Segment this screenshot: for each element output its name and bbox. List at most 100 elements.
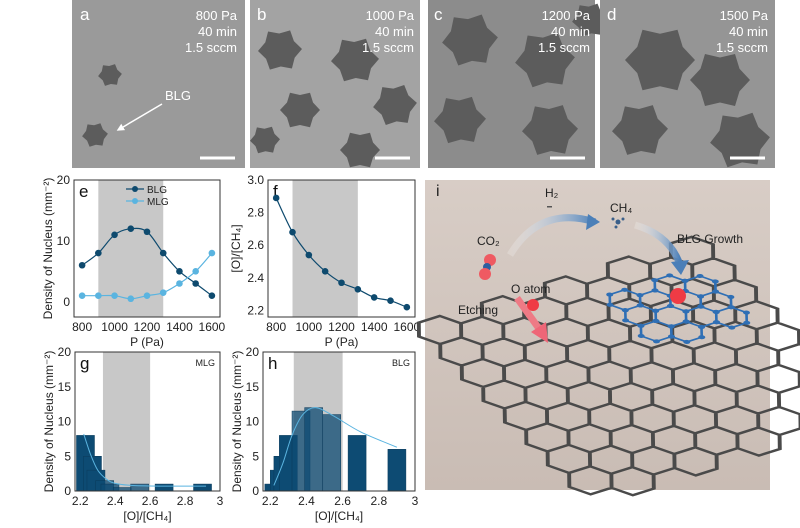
- y-tick-label: 0: [252, 484, 259, 498]
- blg-atom: [637, 333, 645, 339]
- y-axis-label: Density of Nucleus (mm⁻²): [41, 178, 55, 320]
- schematic-background: [425, 180, 770, 490]
- data-point: [192, 280, 199, 287]
- x-tick-label: 2.8: [177, 494, 194, 508]
- y-tick-label: 20: [246, 345, 260, 359]
- blg-growth-label: BLG Growth: [677, 232, 743, 246]
- ch4-label: CH₄: [610, 201, 632, 215]
- data-point: [143, 292, 151, 299]
- x-tick-label: 2.6: [334, 494, 351, 508]
- x-axis-label: [O]/[CH₄]: [315, 509, 363, 523]
- blg-atom: [651, 288, 659, 293]
- shaded-region: [102, 352, 151, 491]
- y-tick-label: 10: [246, 415, 260, 429]
- h2-label: H₂: [545, 186, 559, 200]
- y-tick-label: 10: [57, 234, 71, 248]
- graphene-lattice: [416, 235, 800, 497]
- legend-label: BLG: [147, 185, 167, 196]
- blg-atom: [697, 294, 705, 299]
- y-tick-label: 2.8: [247, 206, 264, 220]
- panel-letter-e: e: [79, 182, 88, 201]
- blg-atom: [651, 278, 659, 283]
- flow-label-b: 1.5 sccm: [362, 40, 414, 55]
- x-tick-label: 3: [412, 494, 419, 508]
- shaded-region: [98, 180, 164, 317]
- chart-e: 800 1000 1200 1400 1600 0 10 20 P (Pa) Density of…: [41, 173, 226, 349]
- x-tick-label: 2.8: [370, 494, 387, 508]
- y-tick-label: 3.0: [247, 173, 264, 187]
- fit-curve: [273, 407, 398, 486]
- graphene-flake: [258, 30, 302, 70]
- blg-atom: [652, 308, 660, 313]
- data-point: [403, 303, 411, 311]
- x-tick-label: 2.6: [142, 494, 159, 508]
- blg-annotation: BLG: [165, 88, 191, 103]
- x-axis-label: [O]/[CH₄]: [123, 509, 171, 523]
- graphene-hexagons: [416, 235, 800, 497]
- blg-atom: [711, 279, 719, 284]
- blg-atom: [681, 278, 689, 283]
- y-tick-label: 5: [252, 449, 259, 463]
- data-point: [78, 292, 86, 299]
- blg-atom: [727, 294, 735, 300]
- growth-arrowhead: [671, 260, 689, 275]
- plot-frame: [262, 351, 416, 492]
- graphene-flake: [373, 85, 417, 125]
- blg-atom: [682, 309, 690, 314]
- blg-atom: [636, 303, 644, 308]
- ch4-molecule-icon: [611, 217, 625, 229]
- panel-letter-g: g: [80, 354, 89, 373]
- blg-atom: [636, 293, 644, 298]
- data-point: [78, 261, 86, 269]
- blg-atom: [652, 318, 660, 324]
- y-tick-label: 2.2: [247, 303, 264, 317]
- blg-atom: [683, 339, 691, 345]
- blg-atom: [696, 273, 704, 279]
- data-point: [159, 249, 167, 257]
- graphene-flake: [442, 14, 498, 66]
- blg-nucleus-lattice: [606, 273, 751, 345]
- histogram-bar: [322, 414, 342, 492]
- blg-atom: [652, 339, 660, 344]
- histogram-bar: [193, 483, 212, 492]
- blg-atom: [742, 310, 750, 315]
- o-atom-on-blg-icon: [670, 288, 686, 304]
- graphene-flake: [690, 54, 750, 106]
- y-tick-label: 2.6: [247, 238, 264, 252]
- x-tick-label: 800: [72, 320, 92, 334]
- co2-molecule-icon: [479, 254, 496, 280]
- schematic-panel: i H₂ CH₄ CO₂ BLG Growth O atom Etching: [416, 180, 800, 497]
- graphene-flake: [340, 132, 380, 168]
- graphene-flake: [331, 38, 379, 82]
- graphene-flake: [250, 126, 280, 154]
- y-tick-label: 0: [63, 295, 70, 309]
- x-tick-label: 1000: [101, 320, 128, 334]
- y-axis-label: Density of Nucleus (mm⁻²): [42, 351, 56, 493]
- data-point: [305, 251, 313, 259]
- x-tick-label: 1400: [361, 320, 388, 334]
- graphene-flake: [612, 105, 668, 155]
- co2-to-ch4-arrowhead: [586, 214, 600, 230]
- data-point: [354, 285, 362, 293]
- etching-arrow: [514, 295, 543, 333]
- x-tick-label: 1000: [295, 320, 322, 334]
- blg-atom: [606, 292, 614, 297]
- micrograph-c: [428, 0, 608, 168]
- etching-arrowhead: [531, 322, 548, 343]
- blg-atom: [637, 323, 645, 328]
- pressure-label-b: 1000 Pa: [366, 8, 415, 23]
- flow-label-a: 1.5 sccm: [185, 40, 237, 55]
- panel-series-label: MLG: [195, 358, 215, 368]
- blg-atom: [698, 335, 706, 340]
- y-tick-label: 2.4: [247, 271, 264, 285]
- growth-arrow: [633, 221, 684, 267]
- panel-letter-a: a: [80, 5, 90, 24]
- h2-molecule-icon: [547, 206, 552, 208]
- blg-arrow: [116, 103, 163, 131]
- graphene-flake: [82, 123, 108, 147]
- micrograph-a: [72, 0, 245, 168]
- x-tick-label: 2.2: [262, 494, 279, 508]
- blg-atom: [682, 319, 690, 324]
- panel-letter-d: d: [607, 5, 616, 24]
